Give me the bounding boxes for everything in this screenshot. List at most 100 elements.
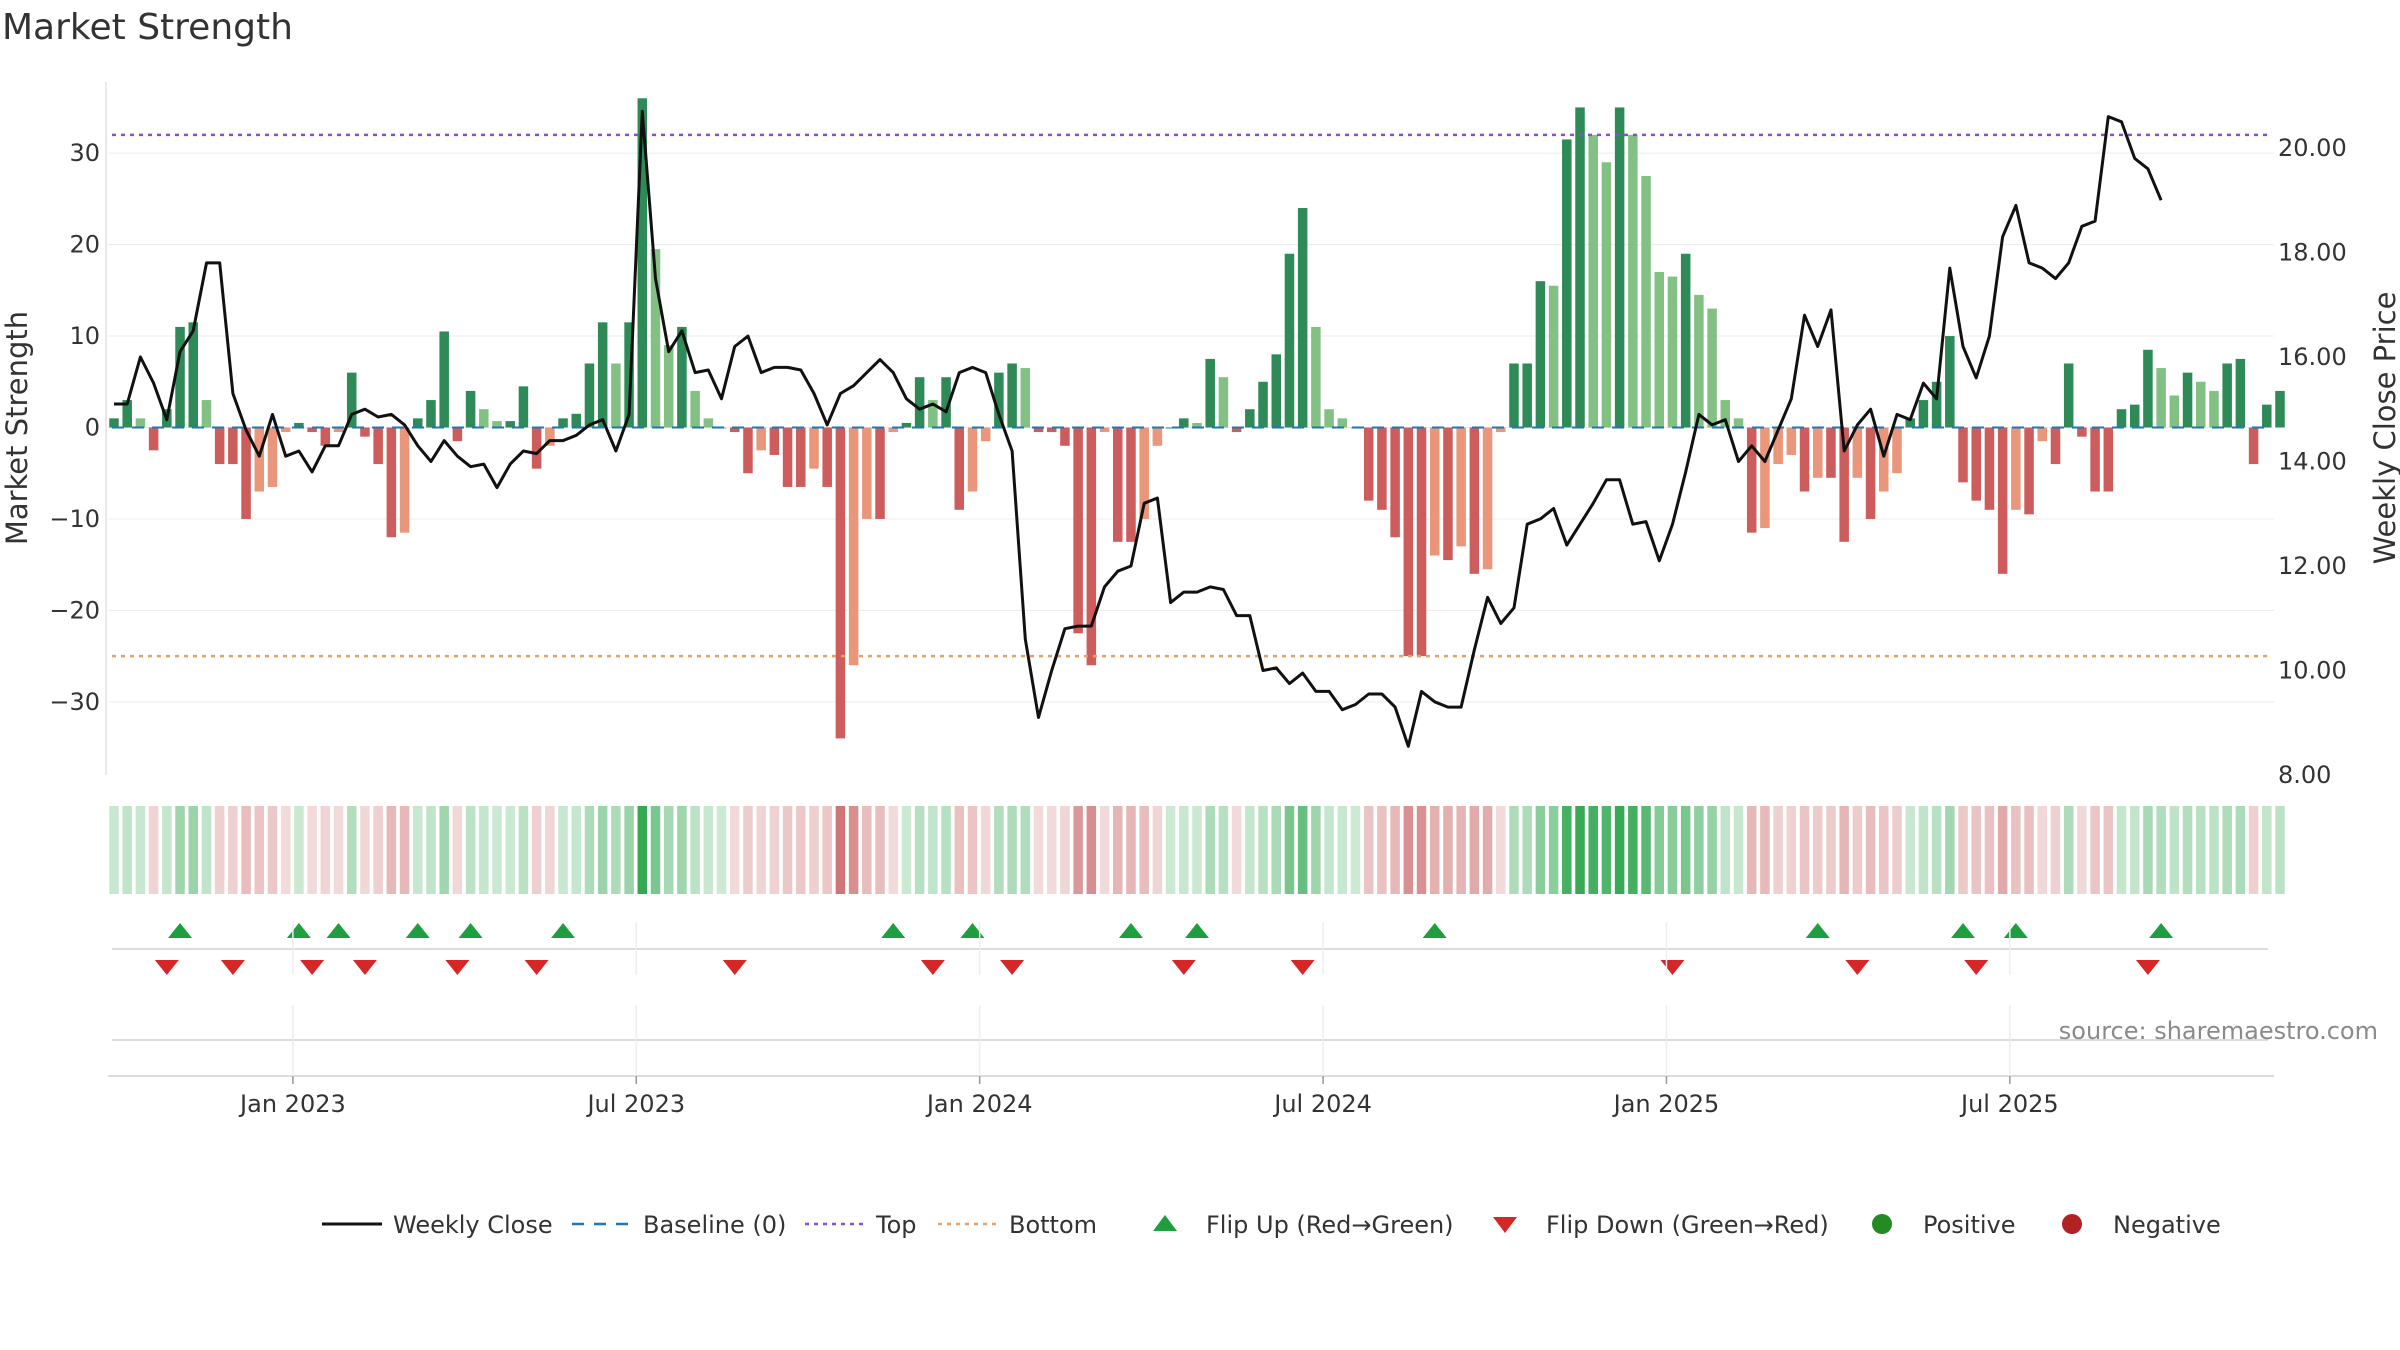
strength-bar [1218,377,1229,428]
strength-strip-cell [1179,806,1189,894]
strength-bar [2024,427,2034,515]
flip-up-marker [168,923,193,938]
strength-strip-cell [1284,806,1295,894]
strength-bar [822,427,832,487]
strength-strip-cell [135,806,146,894]
strength-strip-cell [413,806,423,894]
strength-strip-cell [1152,806,1163,894]
strength-bar [1126,427,1136,542]
legend-swatch [1872,1214,1892,1234]
strength-strip-cell [690,806,700,894]
strength-bar [2063,363,2074,428]
strength-bar [188,322,198,428]
strength-strip-cell [597,806,608,894]
strength-strip-cell [280,806,291,894]
strength-bar [796,427,806,487]
strength-bar [1522,363,1532,428]
strength-bar [1760,427,1770,529]
flip-up-marker [1805,923,1830,938]
legend-item: Flip Up (Red→Green) [1153,1211,1454,1239]
flip-down-marker [220,960,245,975]
strength-bar [624,322,634,428]
strength-strip-cell [1707,806,1717,894]
flip-down-marker [920,960,945,975]
strength-strip-cell [320,806,331,894]
strength-bar [320,427,331,446]
strength-bar [2182,372,2193,428]
legend: Weekly Close Baseline (0) Top Bottom Flip Up… [322,1211,2221,1239]
flip-down-marker [1171,960,1196,975]
strength-strip-cell [360,806,370,894]
strength-strip-cell [941,806,951,894]
strength-strip-cell [241,806,251,894]
strength-strip-cell [729,806,740,894]
strength-bar [663,345,674,428]
strength-strip-cell [386,806,397,894]
strength-bar [492,421,502,428]
strength-bar [650,249,661,428]
date-axis: Jan 2023 Jul 2023 Jan 2024 Jul 2024 Jan 2025… [108,922,2274,1118]
strength-bar [1205,358,1215,428]
strength-bar [1654,272,1665,428]
y-tick-label: 10 [69,322,100,350]
strength-bar [228,427,238,465]
strength-strip-cell [1297,806,1308,894]
legend-item: Positive [1872,1211,2016,1239]
strength-bar [809,427,819,469]
x-tick-label: Jan 2024 [925,1090,1033,1118]
strength-bar [1429,427,1440,556]
strength-bar [967,427,978,492]
strength-bar [1628,134,1638,428]
strength-strip-cell [1958,806,1968,894]
strength-bar [1746,427,1757,533]
strength-strip-cell [1746,806,1757,894]
strength-bar [954,427,965,510]
flip-up-marker [286,923,311,938]
legend-swatch [1153,1215,1177,1231]
strength-bar [1165,427,1176,429]
strength-bar [637,98,648,428]
strength-strip-cell [426,806,436,894]
strength-strip-cell [637,806,648,894]
strength-bar [1482,427,1493,570]
strength-strip-cell [1786,806,1797,894]
strength-strip-cell [1218,806,1229,894]
strength-bar [1297,208,1308,428]
strength-bar [1931,381,1942,428]
strength-strip-cell [743,806,753,894]
strength-bar [1416,427,1427,657]
flip-up-marker [458,923,483,938]
strength-strip-cell [214,806,225,894]
strength-strip-cell [1126,806,1136,894]
strength-strip-cell [1905,806,1915,894]
strength-strip-cell [1205,806,1215,894]
strength-bar [399,427,410,533]
strength-bar [1892,427,1902,474]
strength-strip-cell [162,806,172,894]
strength-bar [2116,409,2127,428]
strength-bar [1271,354,1281,428]
strength-bar [756,427,766,451]
strength-bar [267,427,278,487]
strength-strip-cell [2129,806,2140,894]
strength-bar [452,427,463,442]
strength-bar [1601,162,1612,428]
strength-bar [1707,308,1717,428]
strength-bar [1773,427,1783,465]
strength-bar [373,427,383,465]
strength-strip-cell [954,806,965,894]
strength-bar [135,418,146,428]
strength-bar [994,372,1004,428]
y-tick-label: −10 [49,505,100,533]
strength-bar [1073,427,1083,634]
strength-bar [2103,427,2114,492]
strength-bar [2248,427,2259,465]
strength-bar [928,400,938,428]
strength-bar [1694,294,1704,428]
legend-label: Flip Down (Green→Red) [1546,1211,1829,1239]
strength-strip-cell [967,806,978,894]
strength-bar [1060,427,1070,446]
strength-strip-cell [2222,806,2232,894]
strength-bar [1311,326,1321,428]
